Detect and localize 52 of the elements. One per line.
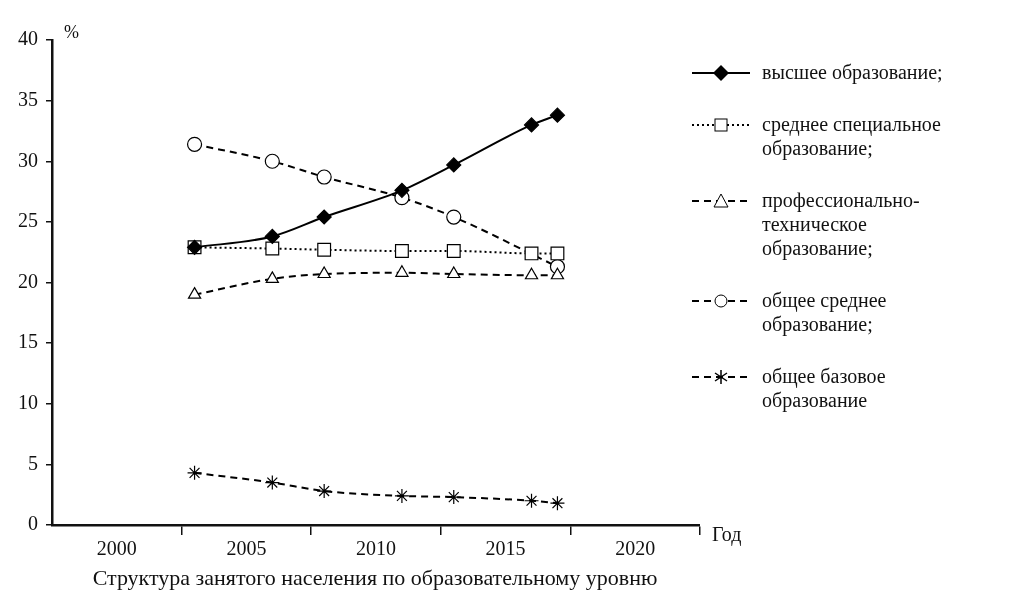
point — [316, 169, 332, 185]
x-tick-label: 2020 — [615, 537, 656, 560]
x-tick-label: 2005 — [226, 537, 267, 560]
legend-label: профессионально-техническое образование; — [762, 188, 921, 260]
y-tick-label: 0 — [28, 512, 38, 535]
point — [394, 488, 410, 504]
x-axis-title: Год — [712, 523, 742, 546]
y-tick-label: 20 — [18, 269, 38, 292]
point — [187, 287, 202, 299]
text: Структура занятого населения по образовательному уровню — [91, 565, 659, 591]
point — [523, 117, 540, 133]
point — [446, 489, 462, 505]
point — [265, 241, 280, 256]
point — [549, 495, 566, 511]
y-axis-title: % — [64, 22, 79, 43]
point — [447, 266, 461, 279]
point — [186, 136, 203, 152]
x-tick-label: 2010 — [356, 537, 396, 560]
point — [395, 265, 409, 277]
x-tick-label: 2000 — [96, 537, 137, 560]
y-tick-label: 5 — [28, 451, 38, 474]
legend-label: среднее специальное образование; — [762, 112, 942, 160]
point — [186, 465, 203, 481]
point — [264, 153, 280, 169]
point — [265, 271, 279, 283]
legend-label: общее среднее образование; — [762, 288, 888, 336]
point — [316, 483, 332, 499]
y-tick-label: 25 — [18, 209, 38, 232]
point — [446, 157, 462, 173]
point — [264, 228, 280, 245]
point — [317, 242, 332, 257]
y-tick-label: 15 — [18, 330, 38, 353]
point — [524, 246, 539, 261]
point — [264, 474, 280, 491]
y-tick-label: 10 — [18, 391, 38, 413]
legend-label: высшее образование; — [762, 60, 944, 84]
point — [446, 209, 462, 225]
point — [550, 246, 565, 261]
y-tick-label: 30 — [18, 148, 38, 171]
point — [523, 493, 540, 509]
point — [394, 244, 409, 258]
point — [549, 107, 566, 123]
y-tick-label: 35 — [18, 87, 38, 110]
legend-label: общее базовое образование — [762, 364, 887, 412]
point — [394, 182, 410, 198]
x-tick-label: 2015 — [485, 537, 526, 560]
point — [524, 267, 539, 280]
point — [550, 267, 565, 280]
point — [316, 209, 332, 225]
point — [446, 244, 461, 258]
y-tick-label: 40 — [18, 27, 38, 50]
point — [317, 266, 331, 279]
